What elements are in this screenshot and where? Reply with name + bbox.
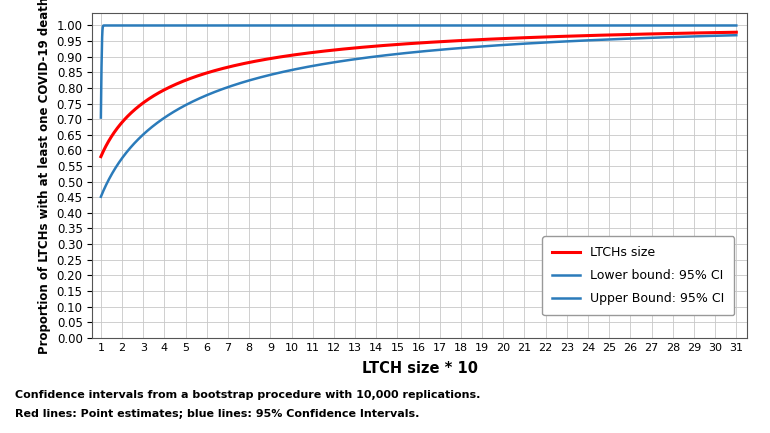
LTCHs size	[388, 42, 397, 47]
Text: Confidence intervals from a bootstrap procedure with 10,000 replications.: Confidence intervals from a bootstrap pr…	[15, 390, 480, 400]
LTCHs size	[713, 30, 722, 35]
LTCHs size	[732, 29, 741, 35]
Upper Bound: 95% CI: (1, 0.705): 95% CI: (1, 0.705)	[96, 115, 105, 120]
Lower bound: 95% CI: (14.8, 0.907): 95% CI: (14.8, 0.907)	[388, 52, 397, 57]
Upper Bound: 95% CI: (24.6, 1): 95% CI: (24.6, 1)	[597, 23, 606, 28]
Upper Bound: 95% CI: (15.6, 1): 95% CI: (15.6, 1)	[406, 23, 415, 28]
Upper Bound: 95% CI: (30.1, 1): 95% CI: (30.1, 1)	[714, 23, 723, 28]
LTCHs size	[129, 108, 138, 113]
LTCHs size	[597, 32, 606, 38]
Upper Bound: 95% CI: (31, 1): 95% CI: (31, 1)	[732, 23, 741, 28]
Upper Bound: 95% CI: (2.55, 1): 95% CI: (2.55, 1)	[129, 23, 139, 28]
Line: LTCHs size: LTCHs size	[101, 32, 736, 157]
Lower bound: 95% CI: (1, 0.451): 95% CI: (1, 0.451)	[96, 194, 105, 199]
Line: Lower bound: 95% CI: Lower bound: 95% CI	[101, 35, 736, 197]
Upper Bound: 95% CI: (14.8, 1): 95% CI: (14.8, 1)	[389, 23, 398, 28]
Lower bound: 95% CI: (2.53, 0.619): 95% CI: (2.53, 0.619)	[129, 142, 138, 147]
X-axis label: LTCH size * 10: LTCH size * 10	[362, 361, 477, 376]
Text: Red lines: Point estimates; blue lines: 95% Confidence Intervals.: Red lines: Point estimates; blue lines: …	[15, 409, 420, 419]
Line: Upper Bound: 95% CI: Upper Bound: 95% CI	[101, 26, 736, 118]
LTCHs size	[96, 154, 105, 159]
Lower bound: 95% CI: (15.6, 0.913): 95% CI: (15.6, 0.913)	[405, 50, 414, 55]
Upper Bound: 95% CI: (30.1, 1): 95% CI: (30.1, 1)	[713, 23, 722, 28]
Lower bound: 95% CI: (31, 0.969): 95% CI: (31, 0.969)	[732, 32, 741, 38]
LTCHs size	[713, 30, 722, 35]
Lower bound: 95% CI: (30.1, 0.967): 95% CI: (30.1, 0.967)	[713, 33, 722, 38]
Lower bound: 95% CI: (24.6, 0.954): 95% CI: (24.6, 0.954)	[597, 37, 606, 42]
Legend: LTCHs size, Lower bound: 95% CI, Upper Bound: 95% CI: LTCHs size, Lower bound: 95% CI, Upper B…	[542, 236, 734, 315]
Lower bound: 95% CI: (30.1, 0.967): 95% CI: (30.1, 0.967)	[713, 33, 722, 38]
Y-axis label: Proportion of LTCHs with at least one COVID-19 death: Proportion of LTCHs with at least one CO…	[38, 0, 51, 354]
LTCHs size	[405, 41, 414, 46]
Upper Bound: 95% CI: (1.23, 1): 95% CI: (1.23, 1)	[101, 23, 110, 28]
